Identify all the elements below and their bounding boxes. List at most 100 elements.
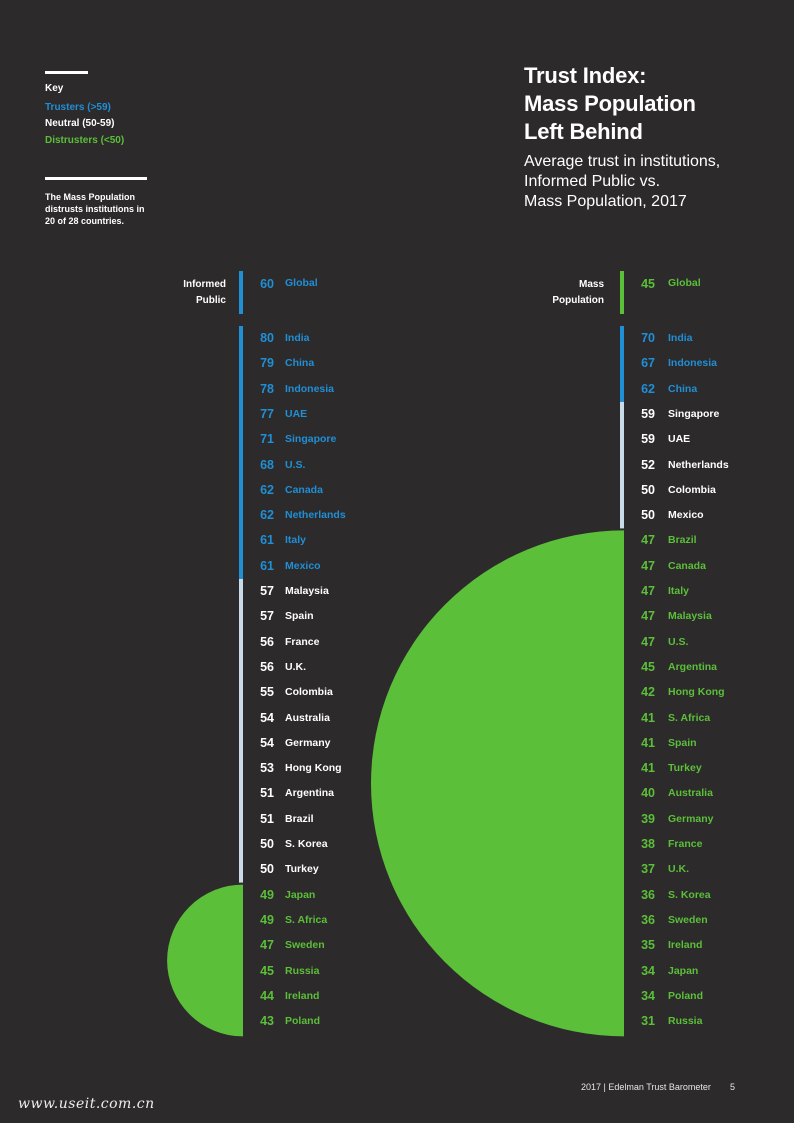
mass-country: Colombia bbox=[668, 483, 716, 496]
key-distrusters: Distrusters (<50) bbox=[45, 135, 125, 146]
informed-value: 62 bbox=[260, 482, 274, 497]
mass-country: Poland bbox=[668, 989, 704, 1002]
mass-value: 31 bbox=[641, 1014, 655, 1029]
mass-value: 39 bbox=[641, 811, 655, 826]
informed-value: 77 bbox=[260, 406, 274, 421]
mass-value: 67 bbox=[641, 356, 655, 371]
informed-value: 57 bbox=[260, 609, 274, 624]
informed-country: Germany bbox=[285, 736, 331, 749]
informed-country: S. Korea bbox=[285, 838, 328, 850]
informed-country: Poland bbox=[285, 1015, 321, 1028]
informed-country: Argentina bbox=[285, 787, 335, 800]
mass-country: S. Africa bbox=[668, 711, 711, 724]
mass-country: Turkey bbox=[668, 762, 702, 775]
mass-value: 52 bbox=[641, 457, 655, 472]
informed-value: 71 bbox=[260, 432, 274, 447]
informed-country: Japan bbox=[285, 888, 316, 901]
key-trusters: Trusters (>59) bbox=[45, 102, 111, 113]
mass-bar-segment bbox=[620, 326, 624, 402]
informed-value: 49 bbox=[260, 912, 274, 927]
page-number: 5 bbox=[729, 1082, 735, 1092]
informed-value: 61 bbox=[260, 533, 274, 548]
informed-bar-segment bbox=[239, 326, 243, 579]
note-rule bbox=[45, 177, 147, 180]
informed-country: China bbox=[285, 357, 315, 370]
informed-value: 50 bbox=[260, 862, 274, 877]
mass-country: Germany bbox=[668, 812, 714, 825]
footer-text: 2017 | Edelman Trust Barometer bbox=[581, 1082, 711, 1092]
informed-country: Malaysia bbox=[285, 585, 329, 597]
informed-value: 44 bbox=[260, 988, 274, 1003]
informed-bar-segment bbox=[239, 579, 243, 883]
mass-value: 47 bbox=[641, 533, 655, 548]
mass-country: UAE bbox=[668, 433, 691, 446]
key-title: Key bbox=[45, 83, 64, 94]
mass-country: Japan bbox=[668, 964, 699, 977]
mass-country: China bbox=[668, 382, 698, 395]
informed-value: 50 bbox=[260, 837, 274, 851]
mass-country: Brazil bbox=[668, 534, 697, 547]
informed-value: 55 bbox=[260, 685, 274, 700]
mass-value: 47 bbox=[641, 584, 655, 598]
informed-country: Canada bbox=[285, 483, 323, 496]
title-line-1: Trust Index: bbox=[524, 63, 647, 88]
informed-country: Mexico bbox=[285, 559, 321, 572]
informed-country: Brazil bbox=[285, 812, 314, 825]
mass-value: 38 bbox=[641, 837, 655, 851]
informed-value: 43 bbox=[260, 1014, 274, 1029]
informed-public-label: Informed Public bbox=[150, 277, 226, 309]
mass-value: 59 bbox=[641, 406, 655, 421]
informed-country: Hong Kong bbox=[285, 762, 342, 775]
informed-country: Russia bbox=[285, 964, 320, 977]
mass-value: 59 bbox=[641, 432, 655, 447]
mass-country: U.S. bbox=[668, 635, 689, 648]
informed-country: U.K. bbox=[285, 660, 306, 673]
mass-country: Indonesia bbox=[668, 357, 718, 370]
mass-value: 37 bbox=[641, 862, 655, 877]
mass-label-line-1: Mass bbox=[578, 279, 604, 290]
mass-country: Netherlands bbox=[668, 458, 729, 471]
mass-value: 41 bbox=[641, 735, 655, 750]
mass-country: Malaysia bbox=[668, 610, 712, 623]
informed-country: Netherlands bbox=[285, 509, 346, 522]
informed-value: 79 bbox=[260, 356, 274, 371]
subtitle-line-1: Average trust in institutions, bbox=[524, 153, 721, 170]
informed-country: Indonesia bbox=[285, 382, 335, 395]
mass-global-value: 45 bbox=[641, 277, 655, 291]
mass-value: 40 bbox=[641, 786, 655, 801]
informed-country: Spain bbox=[285, 610, 314, 623]
informed-value: 49 bbox=[260, 887, 274, 902]
informed-country: France bbox=[285, 635, 320, 648]
informed-value: 51 bbox=[260, 811, 274, 826]
informed-country: Ireland bbox=[285, 989, 320, 1002]
title-line-3: Left Behind bbox=[524, 119, 643, 144]
informed-value: 53 bbox=[260, 761, 274, 776]
informed-value: 80 bbox=[260, 331, 274, 345]
mass-country: Mexico bbox=[668, 509, 704, 522]
informed-value: 45 bbox=[260, 963, 274, 978]
informed-value: 61 bbox=[260, 558, 274, 573]
mass-value: 45 bbox=[641, 659, 655, 674]
subtitle-line-2: Informed Public vs. bbox=[524, 173, 661, 190]
informed-global-value: 60 bbox=[260, 277, 274, 291]
mass-value: 41 bbox=[641, 710, 655, 725]
watermark: www.useit.com.cn bbox=[18, 1096, 155, 1112]
mass-country: Italy bbox=[668, 585, 690, 597]
mass-country: Hong Kong bbox=[668, 686, 725, 699]
informed-country: UAE bbox=[285, 407, 308, 420]
mass-value: 50 bbox=[641, 508, 655, 523]
mass-value: 36 bbox=[641, 887, 655, 902]
mass-country: Singapore bbox=[668, 407, 720, 420]
informed-country: India bbox=[285, 332, 310, 344]
mass-value: 70 bbox=[641, 331, 655, 345]
informed-value: 56 bbox=[260, 659, 274, 674]
informed-distruster-halfcircle bbox=[167, 884, 243, 1037]
mass-country: Russia bbox=[668, 1015, 703, 1028]
informed-country: Colombia bbox=[285, 686, 333, 699]
informed-value: 68 bbox=[260, 457, 274, 472]
informed-value: 78 bbox=[260, 381, 274, 396]
mass-value: 42 bbox=[641, 685, 655, 700]
informed-value: 47 bbox=[260, 938, 274, 953]
mass-value: 34 bbox=[641, 963, 655, 978]
informed-label-line-1: Informed bbox=[183, 279, 226, 290]
